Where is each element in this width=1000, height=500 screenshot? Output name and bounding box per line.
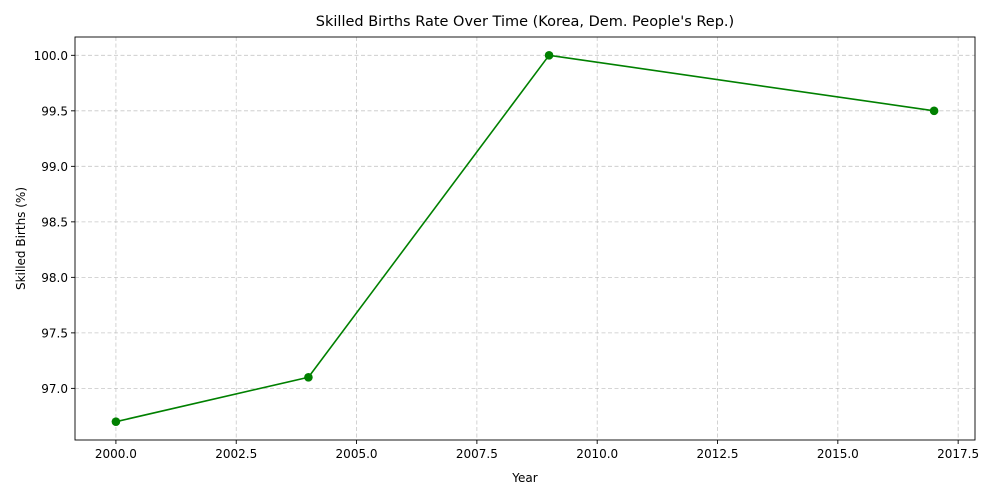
x-tick-label: 2015.0	[817, 447, 859, 461]
x-axis-title: Year	[511, 471, 537, 485]
grid	[75, 37, 975, 440]
chart-title: Skilled Births Rate Over Time (Korea, De…	[316, 14, 734, 30]
y-tick-label: 100.0	[34, 49, 68, 63]
y-tick-label: 98.5	[41, 215, 68, 229]
y-tick-label: 97.5	[41, 326, 68, 340]
data-point-marker	[544, 51, 554, 60]
series-layer	[111, 51, 939, 426]
series-line	[115, 54, 935, 423]
x-tick-label: 2002.5	[215, 447, 257, 461]
data-point-marker	[111, 417, 121, 426]
y-tick-label: 97.0	[41, 382, 68, 396]
x-tick-label: 2005.0	[336, 447, 378, 461]
x-tick-label: 2010.0	[576, 447, 618, 461]
data-point-marker	[929, 106, 939, 116]
x-tick-label: 2000.0	[95, 447, 137, 461]
x-tick-label: 2007.5	[456, 447, 498, 461]
y-axis-title: Skilled Births (%)	[14, 187, 28, 290]
x-tick-label: 2012.5	[697, 447, 739, 461]
plot-area-frame	[74, 36, 976, 441]
x-axis-ticks: 2000.0 2002.5 2005.0 2007.5 2010.0 2012.5 2015…	[95, 440, 979, 461]
y-tick-label: 98.0	[41, 271, 68, 285]
data-point-marker	[304, 372, 313, 382]
y-axis-ticks: 97.0 97.5 98.0 98.5 99.0 99.5 100.0	[34, 49, 75, 396]
y-tick-label: 99.5	[41, 104, 68, 118]
x-tick-label: 2017.5	[937, 447, 979, 461]
y-tick-label: 99.0	[41, 160, 68, 174]
